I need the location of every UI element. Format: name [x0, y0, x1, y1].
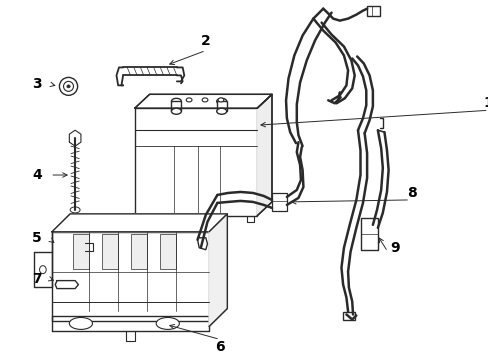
Ellipse shape: [218, 98, 224, 102]
Bar: [343, 312, 354, 320]
Text: 9: 9: [389, 241, 399, 255]
Polygon shape: [257, 94, 271, 216]
Ellipse shape: [156, 318, 179, 329]
Ellipse shape: [60, 77, 78, 95]
Bar: [57, 238, 85, 256]
Text: 7: 7: [32, 271, 42, 285]
Text: 4: 4: [32, 168, 42, 182]
Text: 3: 3: [32, 77, 42, 91]
Text: 5: 5: [32, 231, 42, 245]
Bar: [102, 234, 118, 269]
Ellipse shape: [186, 98, 192, 102]
Ellipse shape: [86, 244, 91, 249]
Bar: [60, 241, 81, 253]
Ellipse shape: [202, 98, 207, 102]
Bar: [52, 232, 209, 321]
Text: 2: 2: [201, 33, 210, 48]
Text: 6: 6: [215, 340, 224, 354]
Ellipse shape: [62, 280, 73, 289]
Bar: [159, 234, 176, 269]
Ellipse shape: [69, 318, 92, 329]
Bar: [171, 101, 181, 111]
Polygon shape: [134, 94, 271, 108]
Ellipse shape: [171, 98, 181, 104]
Ellipse shape: [70, 207, 80, 213]
Ellipse shape: [63, 81, 73, 91]
Bar: [130, 234, 147, 269]
Polygon shape: [52, 214, 227, 232]
Bar: [134, 108, 257, 216]
Text: 8: 8: [406, 186, 416, 200]
Bar: [366, 6, 380, 15]
Ellipse shape: [216, 98, 226, 104]
Bar: [361, 218, 377, 250]
Bar: [271, 193, 286, 211]
Ellipse shape: [216, 108, 226, 114]
Ellipse shape: [67, 85, 70, 88]
Bar: [216, 101, 226, 111]
Polygon shape: [209, 214, 227, 327]
Text: 1: 1: [483, 96, 488, 110]
Ellipse shape: [40, 266, 46, 274]
Ellipse shape: [171, 108, 181, 114]
Bar: [73, 234, 89, 269]
